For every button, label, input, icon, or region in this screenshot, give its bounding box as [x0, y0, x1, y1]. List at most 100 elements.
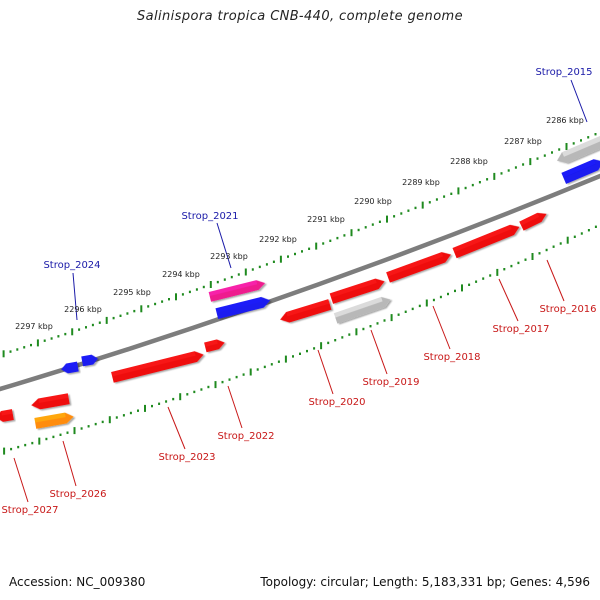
minor-tick — [327, 341, 330, 345]
scale-ticks — [2, 133, 597, 455]
gene-arrow-highlight — [519, 212, 540, 226]
minor-tick — [265, 263, 268, 266]
gene-arrow[interactable] — [519, 209, 549, 231]
gene-arrow[interactable] — [0, 409, 14, 423]
minor-tick — [202, 285, 205, 289]
minor-tick — [572, 142, 575, 145]
gene-label[interactable]: Strop_2023 — [158, 452, 215, 463]
major-tick — [496, 268, 499, 276]
minor-tick — [454, 289, 456, 293]
label-leader-line — [370, 329, 388, 375]
scale-label: 2288 kbp — [450, 157, 488, 166]
minor-tick — [369, 325, 372, 328]
gene-arrow-highlight — [208, 280, 258, 297]
minor-tick — [256, 368, 259, 371]
major-tick — [461, 284, 463, 292]
minor-tick — [552, 245, 555, 248]
gene-label[interactable]: Strop_2020 — [308, 397, 365, 408]
minor-tick — [443, 195, 446, 198]
scale-label: 2295 kbp — [113, 288, 151, 297]
gene-arrow[interactable] — [329, 276, 387, 304]
minor-tick — [428, 201, 431, 204]
minor-tick — [397, 313, 400, 316]
gene-label[interactable]: Strop_2027 — [1, 505, 58, 516]
minor-tick — [200, 388, 203, 391]
gene-label[interactable]: Strop_2021 — [181, 211, 238, 222]
minor-tick — [558, 148, 561, 151]
minor-tick — [119, 314, 122, 317]
gene-arrow[interactable] — [208, 278, 267, 302]
minor-tick — [16, 348, 19, 351]
gene-arrow[interactable] — [561, 156, 600, 184]
gene-arrow-highlight — [452, 224, 512, 253]
minor-tick — [294, 252, 296, 256]
minor-tick — [464, 186, 467, 190]
gene-arrow[interactable] — [386, 249, 453, 283]
major-tick — [315, 242, 318, 250]
major-tick — [350, 229, 353, 237]
gene-arrow[interactable] — [34, 411, 74, 429]
minor-tick — [195, 288, 198, 291]
minor-tick — [471, 183, 474, 187]
minor-tick — [277, 360, 280, 363]
gene-arrow[interactable] — [215, 295, 271, 319]
minor-tick — [580, 139, 582, 142]
minor-tick — [414, 206, 417, 210]
major-tick — [209, 281, 212, 288]
gene-label[interactable]: Strop_2026 — [49, 489, 106, 500]
minor-tick — [439, 295, 442, 299]
minor-tick — [31, 441, 34, 445]
minor-tick — [98, 321, 101, 324]
major-tick — [320, 342, 323, 350]
gene-arrow-highlight — [561, 159, 596, 178]
minor-tick — [52, 435, 55, 439]
label-leader-line — [570, 79, 588, 123]
label-leader-line — [72, 272, 78, 321]
scale-label: 2287 kbp — [504, 137, 542, 146]
gene-arrow-highlight — [66, 361, 78, 368]
minor-tick — [193, 390, 196, 394]
minor-tick — [580, 232, 583, 235]
minor-tick — [137, 409, 139, 412]
minor-tick — [10, 447, 13, 451]
gene-arrow[interactable] — [60, 361, 79, 375]
gene-arrow[interactable] — [452, 222, 521, 259]
label-leader-line — [227, 385, 243, 429]
minor-tick — [230, 275, 233, 279]
minor-tick — [129, 411, 132, 415]
gene-arrow[interactable] — [81, 354, 98, 367]
gene-arrow[interactable] — [279, 299, 332, 325]
map-title: Salinispora tropica CNB-440, complete ge… — [136, 9, 464, 24]
minor-tick — [587, 229, 590, 232]
minor-tick — [126, 312, 129, 315]
minor-tick — [133, 309, 136, 313]
minor-tick — [468, 283, 471, 286]
topology-text: Topology: circular; Length: 5,183,331 bp… — [260, 575, 590, 589]
gene-arrow[interactable] — [333, 294, 392, 324]
gene-arrow-highlight — [81, 354, 93, 361]
gene-arrow[interactable] — [555, 135, 600, 167]
minor-tick — [507, 169, 510, 172]
major-tick — [73, 427, 76, 435]
major-tick — [144, 404, 146, 412]
minor-tick — [251, 268, 254, 271]
gene-label[interactable]: Strop_2018 — [423, 352, 480, 363]
gene-label[interactable]: Strop_2015 — [535, 67, 592, 78]
major-tick — [105, 316, 108, 324]
gene-label[interactable]: Strop_2016 — [539, 304, 596, 315]
minor-tick — [186, 393, 189, 396]
minor-tick — [522, 163, 525, 166]
minor-tick — [242, 373, 245, 376]
label-leader-line — [216, 222, 232, 269]
gene-label[interactable]: Strop_2024 — [43, 260, 100, 271]
gene-label[interactable]: Strop_2017 — [492, 324, 549, 335]
minor-tick — [9, 350, 12, 353]
major-tick — [214, 381, 217, 389]
minor-tick — [17, 445, 20, 449]
gene-arrow[interactable] — [30, 393, 70, 410]
minor-tick — [57, 335, 60, 338]
gene-label[interactable]: Strop_2019 — [362, 377, 419, 388]
gene-arrow[interactable] — [111, 349, 205, 383]
gene-label[interactable]: Strop_2022 — [217, 431, 274, 442]
gene-arrow[interactable] — [204, 338, 226, 353]
